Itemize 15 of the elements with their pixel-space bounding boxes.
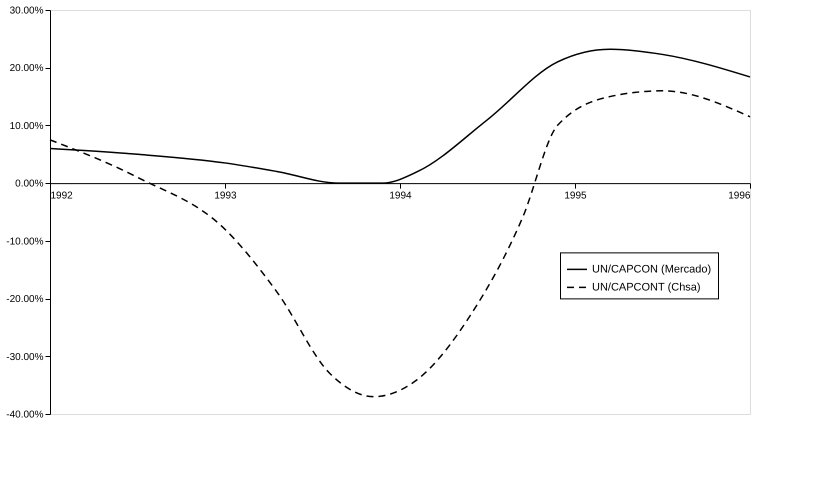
x-tick-label: 1993 [214, 190, 238, 202]
y-tick-label: -40.00% [6, 410, 44, 420]
y-tick-label: -20.00% [6, 294, 44, 306]
x-tick-label: 1994 [389, 190, 412, 202]
y-tick-label: 10.00% [10, 120, 44, 132]
x-tick-label: 1992 [50, 190, 74, 202]
legend-label: UN/CAPCON (Mercado) [592, 263, 712, 276]
y-tick-label: 20.00% [10, 63, 44, 74]
y-tick-label: -10.00% [6, 236, 44, 248]
x-tick-label: 1995 [564, 190, 588, 202]
x-tick-label: 1996 [728, 190, 751, 202]
y-tick-label: 0.00% [15, 178, 44, 190]
y-tick-label: -30.00% [6, 352, 44, 363]
y-tick-label: 30.00% [10, 6, 44, 16]
legend-label: UN/CAPCONT (Chsa) [592, 281, 701, 294]
